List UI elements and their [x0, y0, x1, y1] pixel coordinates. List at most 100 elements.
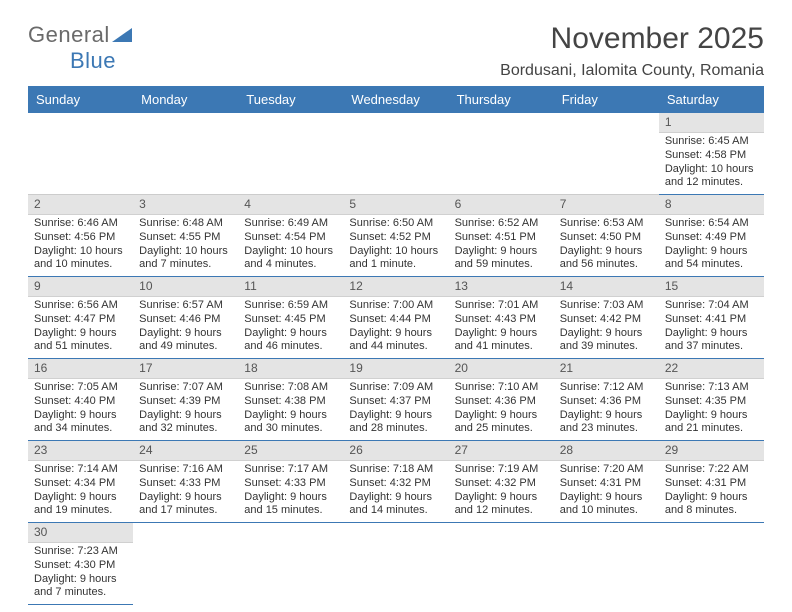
daylight-value: Daylight: 10 hours and 1 minute. — [349, 245, 442, 273]
day-number: 4 — [238, 195, 343, 215]
daylight-value: Daylight: 9 hours and 30 minutes. — [244, 409, 337, 437]
sunrise-value: Sunrise: 7:22 AM — [665, 463, 758, 477]
sunrise-value: Sunrise: 7:20 AM — [560, 463, 653, 477]
calendar-cell — [28, 113, 133, 195]
calendar-cell: 4Sunrise: 6:49 AMSunset: 4:54 PMDaylight… — [238, 195, 343, 277]
sunrise-value: Sunrise: 7:12 AM — [560, 381, 653, 395]
sunset-value: Sunset: 4:32 PM — [349, 477, 442, 491]
calendar-cell: 2Sunrise: 6:46 AMSunset: 4:56 PMDaylight… — [28, 195, 133, 277]
day-number: 24 — [133, 441, 238, 461]
day-number: 14 — [554, 277, 659, 297]
sunset-value: Sunset: 4:31 PM — [560, 477, 653, 491]
day-number: 19 — [343, 359, 448, 379]
day-number: 9 — [28, 277, 133, 297]
calendar-cell: 15Sunrise: 7:04 AMSunset: 4:41 PMDayligh… — [659, 277, 764, 359]
calendar-cell: 18Sunrise: 7:08 AMSunset: 4:38 PMDayligh… — [238, 359, 343, 441]
weekday-header: Sunday — [28, 87, 133, 113]
sunrise-value: Sunrise: 7:04 AM — [665, 299, 758, 313]
calendar-cell — [449, 523, 554, 605]
day-number: 18 — [238, 359, 343, 379]
day-number: 6 — [449, 195, 554, 215]
day-number: 21 — [554, 359, 659, 379]
sunset-value: Sunset: 4:47 PM — [34, 313, 127, 327]
day-number: 12 — [343, 277, 448, 297]
daylight-value: Daylight: 9 hours and 12 minutes. — [455, 491, 548, 519]
calendar-cell: 9Sunrise: 6:56 AMSunset: 4:47 PMDaylight… — [28, 277, 133, 359]
sunset-value: Sunset: 4:46 PM — [139, 313, 232, 327]
sunrise-value: Sunrise: 6:49 AM — [244, 217, 337, 231]
calendar-cell — [343, 113, 448, 195]
sunrise-value: Sunrise: 7:16 AM — [139, 463, 232, 477]
sunrise-value: Sunrise: 6:45 AM — [665, 135, 758, 149]
day-number: 13 — [449, 277, 554, 297]
sunset-value: Sunset: 4:50 PM — [560, 231, 653, 245]
day-number: 25 — [238, 441, 343, 461]
day-number: 17 — [133, 359, 238, 379]
calendar-cell: 5Sunrise: 6:50 AMSunset: 4:52 PMDaylight… — [343, 195, 448, 277]
sunrise-value: Sunrise: 7:00 AM — [349, 299, 442, 313]
calendar-cell: 11 Sunrise: 6:59 AMSunset: 4:45 PMDayligh… — [238, 277, 343, 359]
calendar-cell — [449, 113, 554, 195]
sunrise-value: Sunrise: 7:13 AM — [665, 381, 758, 395]
daylight-value: Daylight: 9 hours and 51 minutes. — [34, 327, 127, 355]
day-number: 8 — [659, 195, 764, 215]
daylight-value: Daylight: 9 hours and 46 minutes. — [244, 327, 337, 355]
calendar-cell — [238, 113, 343, 195]
calendar-cell: 24Sunrise: 7:16 AMSunset: 4:33 PMDayligh… — [133, 441, 238, 523]
calendar-cell — [343, 523, 448, 605]
sunrise-value: Sunrise: 6:48 AM — [139, 217, 232, 231]
day-number: 10 — [133, 277, 238, 297]
sunrise-value: Sunrise: 6:52 AM — [455, 217, 548, 231]
day-number: 5 — [343, 195, 448, 215]
sunset-value: Sunset: 4:49 PM — [665, 231, 758, 245]
weekday-header: Thursday — [449, 87, 554, 113]
daylight-value: Daylight: 9 hours and 21 minutes. — [665, 409, 758, 437]
calendar-cell: 28Sunrise: 7:20 AMSunset: 4:31 PMDayligh… — [554, 441, 659, 523]
calendar-cell: 7Sunrise: 6:53 AMSunset: 4:50 PMDaylight… — [554, 195, 659, 277]
sunset-value: Sunset: 4:37 PM — [349, 395, 442, 409]
sunset-value: Sunset: 4:32 PM — [455, 477, 548, 491]
sunset-value: Sunset: 4:36 PM — [560, 395, 653, 409]
calendar-cell: 19Sunrise: 7:09 AMSunset: 4:37 PMDayligh… — [343, 359, 448, 441]
location-subtitle: Bordusani, Ialomita County, Romania — [28, 62, 764, 80]
daylight-value: Daylight: 9 hours and 25 minutes. — [455, 409, 548, 437]
sunset-value: Sunset: 4:56 PM — [34, 231, 127, 245]
daylight-value: Daylight: 9 hours and 34 minutes. — [34, 409, 127, 437]
day-number: 27 — [449, 441, 554, 461]
calendar-cell — [238, 523, 343, 605]
sunset-value: Sunset: 4:31 PM — [665, 477, 758, 491]
daylight-value: Daylight: 9 hours and 37 minutes. — [665, 327, 758, 355]
calendar-cell: 3Sunrise: 6:48 AMSunset: 4:55 PMDaylight… — [133, 195, 238, 277]
weekday-header: Tuesday — [238, 87, 343, 113]
calendar-cell: 10 Sunrise: 6:57 AMSunset: 4:46 PMDayligh… — [133, 277, 238, 359]
daylight-value: Daylight: 9 hours and 54 minutes. — [665, 245, 758, 273]
sunset-value: Sunset: 4:34 PM — [34, 477, 127, 491]
daylight-value: Daylight: 9 hours and 44 minutes. — [349, 327, 442, 355]
day-number: 7 — [554, 195, 659, 215]
sunset-value: Sunset: 4:30 PM — [34, 559, 127, 573]
weekday-header: Friday — [554, 87, 659, 113]
calendar-cell: 22Sunrise: 7:13 AMSunset: 4:35 PMDayligh… — [659, 359, 764, 441]
sunset-value: Sunset: 4:43 PM — [455, 313, 548, 327]
calendar-cell: 1Sunrise: 6:45 AMSunset: 4:58 PMDaylight… — [659, 113, 764, 195]
sunrise-value: Sunrise: 7:07 AM — [139, 381, 232, 395]
daylight-value: Daylight: 10 hours and 7 minutes. — [139, 245, 232, 273]
daylight-value: Daylight: 9 hours and 39 minutes. — [560, 327, 653, 355]
sunset-value: Sunset: 4:45 PM — [244, 313, 337, 327]
weekday-header: Monday — [133, 87, 238, 113]
sunrise-value: Sunrise: 6:53 AM — [560, 217, 653, 231]
day-number: 16 — [28, 359, 133, 379]
calendar-cell: 26Sunrise: 7:18 AMSunset: 4:32 PMDayligh… — [343, 441, 448, 523]
calendar-cell: 23Sunrise: 7:14 AMSunset: 4:34 PMDayligh… — [28, 441, 133, 523]
day-number: 11 — [238, 277, 343, 297]
page-title: November 2025 — [28, 18, 764, 56]
sunrise-value: Sunrise: 6:59 AM — [244, 299, 337, 313]
sunset-value: Sunset: 4:44 PM — [349, 313, 442, 327]
calendar-cell: 6Sunrise: 6:52 AMSunset: 4:51 PMDaylight… — [449, 195, 554, 277]
sunrise-value: Sunrise: 6:57 AM — [139, 299, 232, 313]
sunrise-value: Sunrise: 6:54 AM — [665, 217, 758, 231]
daylight-value: Daylight: 10 hours and 10 minutes. — [34, 245, 127, 273]
daylight-value: Daylight: 9 hours and 49 minutes. — [139, 327, 232, 355]
daylight-value: Daylight: 9 hours and 59 minutes. — [455, 245, 548, 273]
calendar-cell: 20Sunrise: 7:10 AMSunset: 4:36 PMDayligh… — [449, 359, 554, 441]
